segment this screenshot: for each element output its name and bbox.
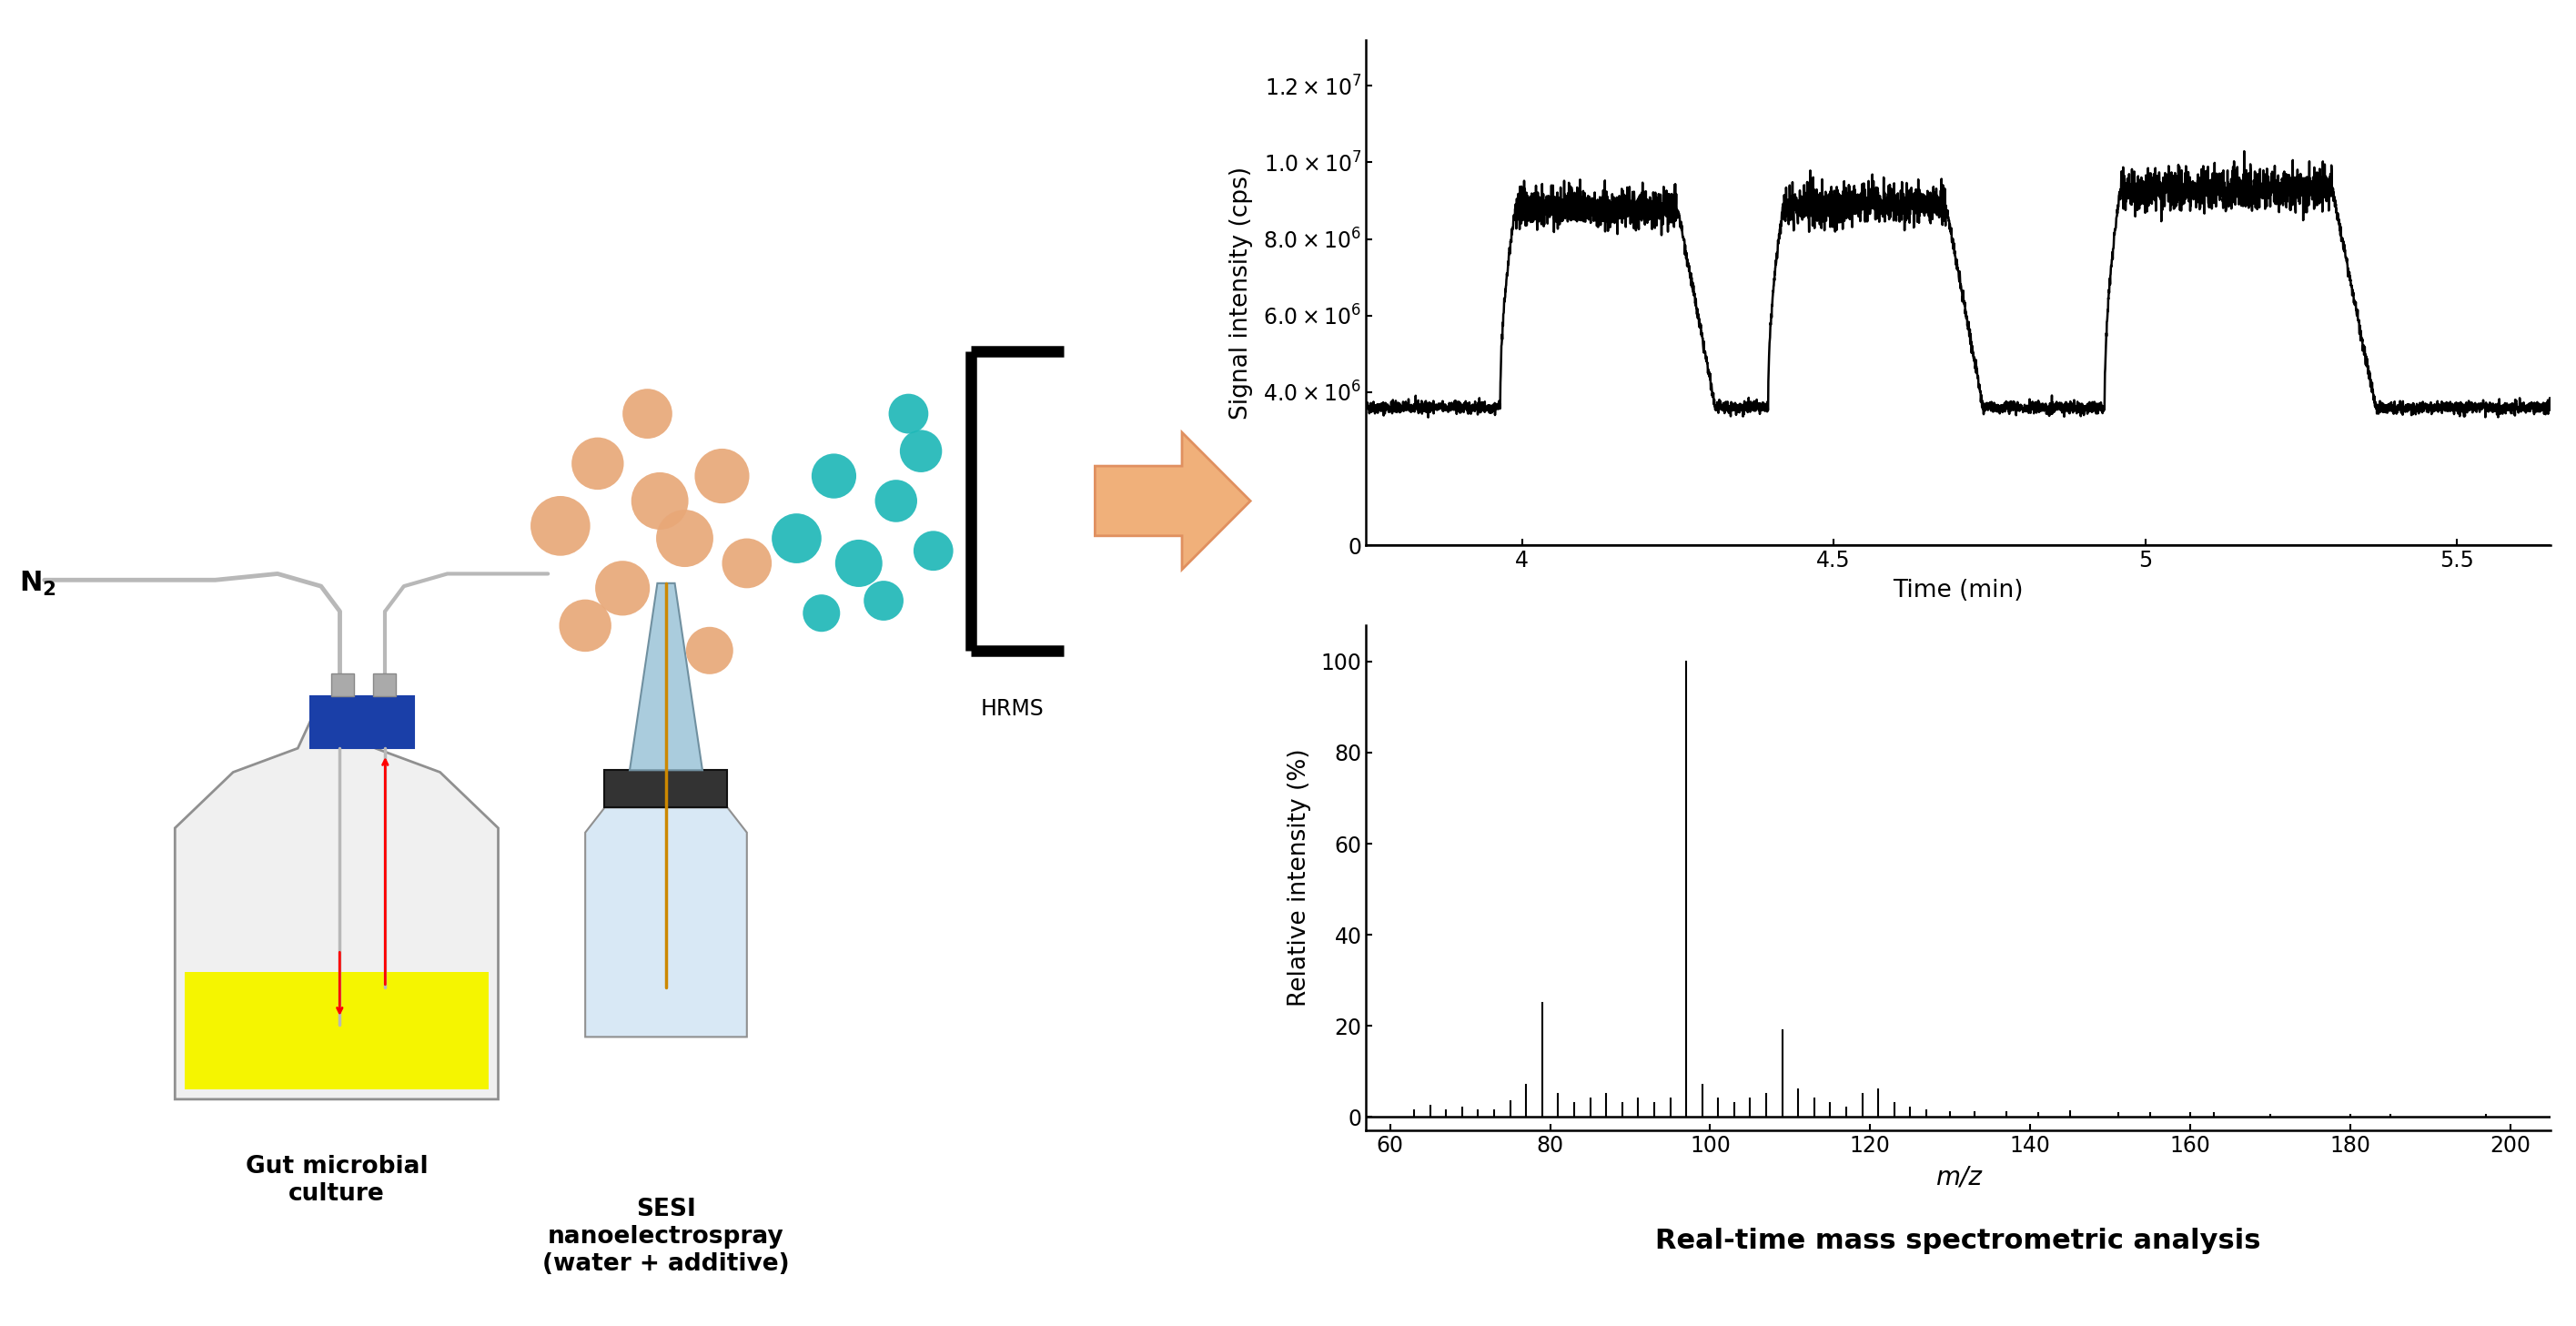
Polygon shape — [629, 583, 703, 770]
Circle shape — [811, 453, 855, 499]
Text: Real-time mass spectrometric analysis: Real-time mass spectrometric analysis — [1656, 1228, 2262, 1254]
X-axis label: m/z: m/z — [1935, 1164, 1981, 1189]
Polygon shape — [605, 770, 726, 808]
Text: Gut microbial
culture: Gut microbial culture — [245, 1155, 428, 1205]
Circle shape — [696, 448, 750, 504]
Circle shape — [685, 627, 734, 674]
Circle shape — [773, 513, 822, 564]
X-axis label: Time (min): Time (min) — [1893, 579, 2025, 603]
Circle shape — [876, 480, 917, 522]
Circle shape — [804, 594, 840, 631]
Circle shape — [899, 430, 943, 472]
Polygon shape — [312, 696, 415, 748]
Polygon shape — [185, 972, 489, 1089]
Text: HRMS: HRMS — [981, 697, 1043, 720]
Polygon shape — [374, 674, 397, 696]
Circle shape — [531, 496, 590, 556]
Circle shape — [889, 394, 927, 434]
Polygon shape — [175, 700, 497, 1099]
Circle shape — [863, 581, 904, 621]
Polygon shape — [585, 808, 747, 1037]
Polygon shape — [1095, 432, 1249, 570]
Circle shape — [595, 561, 649, 615]
Circle shape — [559, 599, 611, 652]
Circle shape — [572, 438, 623, 489]
Circle shape — [721, 538, 773, 589]
Circle shape — [623, 389, 672, 439]
Circle shape — [914, 530, 953, 570]
Circle shape — [657, 509, 714, 568]
Circle shape — [631, 472, 688, 529]
Text: $\mathbf{N_2}$: $\mathbf{N_2}$ — [21, 570, 57, 598]
Y-axis label: Relative intensity (%): Relative intensity (%) — [1288, 749, 1311, 1006]
Y-axis label: Signal intensity (cps): Signal intensity (cps) — [1229, 166, 1252, 419]
Circle shape — [835, 540, 884, 587]
Text: SESI
nanoelectrospray
(water + additive): SESI nanoelectrospray (water + additive) — [544, 1197, 791, 1276]
Polygon shape — [332, 674, 353, 696]
